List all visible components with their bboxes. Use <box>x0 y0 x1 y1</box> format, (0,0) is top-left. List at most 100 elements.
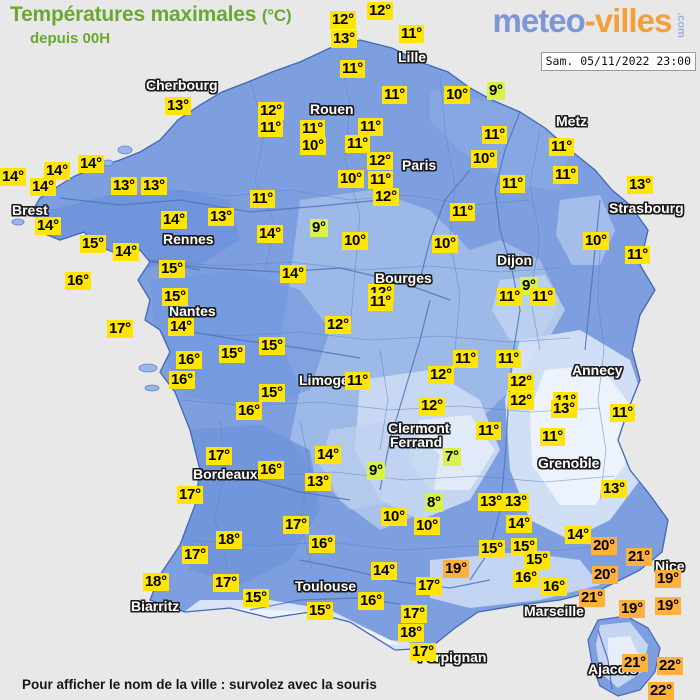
temperature-chip[interactable]: 14° <box>35 217 61 235</box>
temperature-chip[interactable]: 17° <box>410 643 436 661</box>
temperature-chip[interactable]: 10° <box>414 517 440 535</box>
temperature-chip[interactable]: 15° <box>243 589 269 607</box>
temperature-chip[interactable]: 11° <box>345 372 370 390</box>
temperature-chip[interactable]: 13° <box>478 493 504 511</box>
temperature-chip[interactable]: 15° <box>479 540 505 558</box>
temperature-chip[interactable]: 19° <box>655 570 681 588</box>
temperature-chip[interactable]: 11° <box>625 246 650 264</box>
temperature-chip[interactable]: 10° <box>444 86 470 104</box>
temperature-chip[interactable]: 16° <box>309 535 335 553</box>
temperature-chip[interactable]: 21° <box>579 589 605 607</box>
temperature-chip[interactable]: 14° <box>565 526 591 544</box>
temperature-chip[interactable]: 11° <box>340 60 365 78</box>
temperature-chip[interactable]: 15° <box>259 384 285 402</box>
temperature-chip[interactable]: 14° <box>257 225 283 243</box>
temperature-chip[interactable]: 21° <box>626 548 652 566</box>
temperature-chip[interactable]: 20° <box>591 537 617 555</box>
temperature-chip[interactable]: 11° <box>399 25 424 43</box>
temperature-chip[interactable]: 21° <box>622 654 648 672</box>
temperature-chip[interactable]: 15° <box>259 337 285 355</box>
temperature-chip[interactable]: 16° <box>541 578 567 596</box>
temperature-chip[interactable]: 11° <box>500 175 525 193</box>
temperature-chip[interactable]: 16° <box>513 569 539 587</box>
temperature-chip[interactable]: 12° <box>325 316 351 334</box>
temperature-chip[interactable]: 11° <box>300 120 325 138</box>
temperature-chip[interactable]: 14° <box>315 446 341 464</box>
temperature-chip[interactable]: 13° <box>503 493 529 511</box>
temperature-chip[interactable]: 13° <box>627 176 653 194</box>
temperature-chip[interactable]: 9° <box>367 462 385 480</box>
temperature-chip[interactable]: 16° <box>358 592 384 610</box>
temperature-chip[interactable]: 10° <box>432 235 458 253</box>
temperature-chip[interactable]: 17° <box>213 574 239 592</box>
temperature-chip[interactable]: 19° <box>655 597 681 615</box>
temperature-chip[interactable]: 10° <box>471 150 497 168</box>
temperature-chip[interactable]: 9° <box>487 82 505 100</box>
temperature-chip[interactable]: 8° <box>425 494 443 512</box>
temperature-chip[interactable]: 11° <box>530 288 555 306</box>
temperature-chip[interactable]: 16° <box>169 371 195 389</box>
temperature-chip[interactable]: 15° <box>162 288 188 306</box>
temperature-chip[interactable]: 15° <box>159 260 185 278</box>
temperature-chip[interactable]: 17° <box>401 605 427 623</box>
temperature-chip[interactable]: 16° <box>65 272 91 290</box>
temperature-chip[interactable]: 12° <box>373 188 399 206</box>
temperature-chip[interactable]: 10° <box>300 137 326 155</box>
temperature-chip[interactable]: 15° <box>307 602 333 620</box>
temperature-chip[interactable]: 15° <box>219 345 245 363</box>
temperature-chip[interactable]: 17° <box>107 320 133 338</box>
temperature-chip[interactable]: 11° <box>553 166 578 184</box>
temperature-chip[interactable]: 13° <box>331 30 357 48</box>
temperature-chip[interactable]: 16° <box>236 402 262 420</box>
temperature-chip[interactable]: 12° <box>428 366 454 384</box>
temperature-chip[interactable]: 18° <box>216 531 242 549</box>
meteo-villes-logo[interactable]: meteo-villes .com <box>493 2 694 40</box>
temperature-chip[interactable]: 12° <box>258 102 284 120</box>
temperature-chip[interactable]: 13° <box>111 177 137 195</box>
temperature-chip[interactable]: 11° <box>453 350 478 368</box>
temperature-chip[interactable]: 14° <box>280 265 306 283</box>
temperature-chip[interactable]: 10° <box>338 170 364 188</box>
temperature-chip[interactable]: 10° <box>583 232 609 250</box>
temperature-chip[interactable]: 13° <box>305 473 331 491</box>
temperature-chip[interactable]: 22° <box>657 657 683 675</box>
temperature-chip[interactable]: 17° <box>177 486 203 504</box>
temperature-chip[interactable]: 11° <box>368 171 393 189</box>
temperature-chip[interactable]: 16° <box>258 461 284 479</box>
temperature-chip[interactable]: 14° <box>168 318 194 336</box>
temperature-chip[interactable]: 13° <box>165 97 191 115</box>
temperature-chip[interactable]: 14° <box>161 211 187 229</box>
temperature-chip[interactable]: 12° <box>508 373 534 391</box>
temperature-chip[interactable]: 12° <box>367 152 393 170</box>
temperature-chip[interactable]: 14° <box>78 155 104 173</box>
temperature-chip[interactable]: 17° <box>182 546 208 564</box>
temperature-chip[interactable]: 17° <box>416 577 442 595</box>
temperature-chip[interactable]: 11° <box>258 119 283 137</box>
temperature-chip[interactable]: 17° <box>206 447 232 465</box>
temperature-chip[interactable]: 17° <box>283 516 309 534</box>
temperature-chip[interactable]: 11° <box>450 203 475 221</box>
temperature-chip[interactable]: 10° <box>381 508 407 526</box>
temperature-chip[interactable]: 18° <box>143 573 169 591</box>
temperature-chip[interactable]: 20° <box>592 566 618 584</box>
temperature-chip[interactable]: 16° <box>176 351 202 369</box>
temperature-chip[interactable]: 14° <box>113 243 139 261</box>
temperature-chip[interactable]: 12° <box>508 392 534 410</box>
temperature-chip[interactable]: 11° <box>382 86 407 104</box>
temperature-chip[interactable]: 11° <box>549 138 574 156</box>
temperature-chip[interactable]: 11° <box>358 118 383 136</box>
temperature-chip[interactable]: 11° <box>540 428 565 446</box>
temperature-chip[interactable]: 11° <box>610 404 635 422</box>
temperature-chip[interactable]: 13° <box>601 480 627 498</box>
temperature-chip[interactable]: 13° <box>208 208 234 226</box>
temperature-chip[interactable]: 15° <box>524 551 550 569</box>
temperature-chip[interactable]: 13° <box>141 177 167 195</box>
temperature-chip[interactable]: 11° <box>368 293 393 311</box>
temperature-chip[interactable]: 12° <box>419 397 445 415</box>
temperature-chip[interactable]: 18° <box>398 624 424 642</box>
temperature-chip[interactable]: 15° <box>80 235 106 253</box>
temperature-chip[interactable]: 11° <box>497 288 522 306</box>
temperature-chip[interactable]: 10° <box>342 232 368 250</box>
temperature-chip[interactable]: 12° <box>367 2 393 20</box>
temperature-chip[interactable]: 13° <box>551 400 577 418</box>
